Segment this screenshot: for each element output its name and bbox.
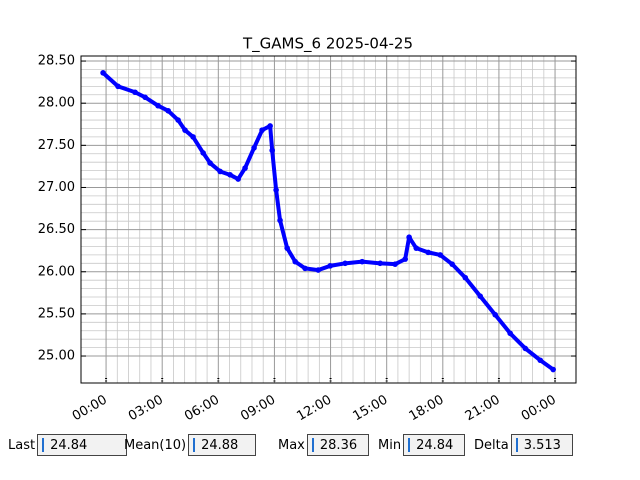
data-point	[413, 245, 420, 251]
data-point	[227, 172, 233, 178]
y-tick-label: 25.50	[38, 306, 75, 321]
stats-bar: Last 24.84 Mean(10) 24.88 Max 28.36 Min 24.84 De…	[0, 432, 640, 458]
stat-label: Mean(10)	[124, 437, 187, 453]
data-point	[207, 160, 213, 166]
data-point	[537, 357, 544, 364]
stat-value-text: 24.88	[201, 437, 239, 453]
data-point	[477, 293, 484, 299]
data-point	[406, 234, 412, 240]
data-point	[100, 70, 106, 76]
data-point	[217, 168, 223, 175]
y-tick-label: 28.50	[38, 54, 75, 69]
x-tick-label: 15:00	[350, 393, 390, 425]
data-point	[277, 217, 283, 224]
chart: T_GAMS_6 2025-04-25 25.00 25.50 26.00 26.50…	[38, 35, 577, 425]
y-tick-label: 25.00	[38, 349, 75, 364]
data-point	[359, 258, 365, 265]
x-tick-label: 00:00	[70, 393, 110, 425]
x-tick-label: 00:00	[519, 393, 559, 425]
data-point	[284, 245, 290, 251]
y-tick-label: 26.50	[38, 222, 75, 237]
stat-value: 3.513	[510, 434, 573, 456]
x-tick-label: 09:00	[238, 393, 278, 425]
stat-value-text: 24.84	[50, 437, 88, 453]
data-point	[259, 127, 265, 133]
x-tick-label: 03:00	[126, 393, 166, 425]
data-point	[449, 261, 455, 267]
data-point	[155, 102, 161, 109]
data-point	[267, 123, 273, 129]
data-point	[269, 147, 275, 154]
stat-label: Delta	[474, 437, 509, 453]
y-tick-label: 27.00	[38, 180, 75, 195]
stat: Delta 3.513	[474, 432, 573, 458]
stat-value-text: 24.84	[416, 437, 454, 453]
y-tick-label: 27.50	[38, 138, 75, 153]
data-point	[200, 150, 206, 156]
x-tick-label: 06:00	[182, 393, 222, 425]
stat-label: Min	[378, 437, 402, 453]
data-point	[402, 256, 409, 262]
plot-frame	[80, 55, 577, 384]
data-point	[492, 311, 498, 318]
grid	[81, 56, 576, 383]
stat: Mean(10) 24.88	[124, 432, 257, 458]
stat: Max 28.36	[278, 432, 369, 458]
data-point	[292, 258, 299, 265]
x-tick-label: 21:00	[463, 393, 503, 425]
data-point	[342, 260, 348, 267]
stat-value: 24.88	[188, 434, 257, 456]
data-point	[115, 83, 121, 90]
data-point	[273, 187, 279, 193]
x-tick-label: 18:00	[407, 393, 447, 425]
x-tick-label: 12:00	[294, 393, 334, 425]
data-point	[315, 267, 322, 273]
data-point	[251, 145, 257, 151]
stat-value-text: 28.36	[319, 437, 358, 453]
stat-value: 24.84	[403, 434, 466, 456]
stat-label: Max	[278, 437, 305, 453]
data-point	[302, 265, 308, 272]
data-point	[175, 117, 181, 123]
data-point	[327, 263, 333, 269]
stat: Last 24.84	[8, 432, 128, 458]
data-point	[377, 260, 383, 267]
stat-label: Last	[8, 437, 36, 453]
data-point	[462, 274, 469, 281]
data-point	[437, 252, 443, 258]
stat-value: 28.36	[306, 434, 369, 456]
data-point	[142, 94, 148, 101]
data-point	[242, 165, 248, 171]
data-point	[522, 345, 529, 352]
data-point	[507, 330, 513, 337]
data-point	[132, 89, 138, 96]
stat-value-text: 3.513	[523, 437, 561, 453]
stat-value: 24.84	[37, 434, 128, 456]
stat: Min 24.84	[378, 432, 466, 458]
data-point	[392, 261, 398, 267]
data-point	[550, 366, 556, 373]
y-tick-label: 28.00	[38, 96, 75, 111]
chart-title: T_GAMS_6 2025-04-25	[242, 35, 413, 54]
data-point	[235, 176, 241, 182]
y-tick-label: 26.00	[38, 264, 75, 279]
data-point	[165, 107, 171, 114]
data-point	[425, 249, 432, 256]
data-point	[182, 127, 188, 133]
data-point	[190, 134, 196, 140]
